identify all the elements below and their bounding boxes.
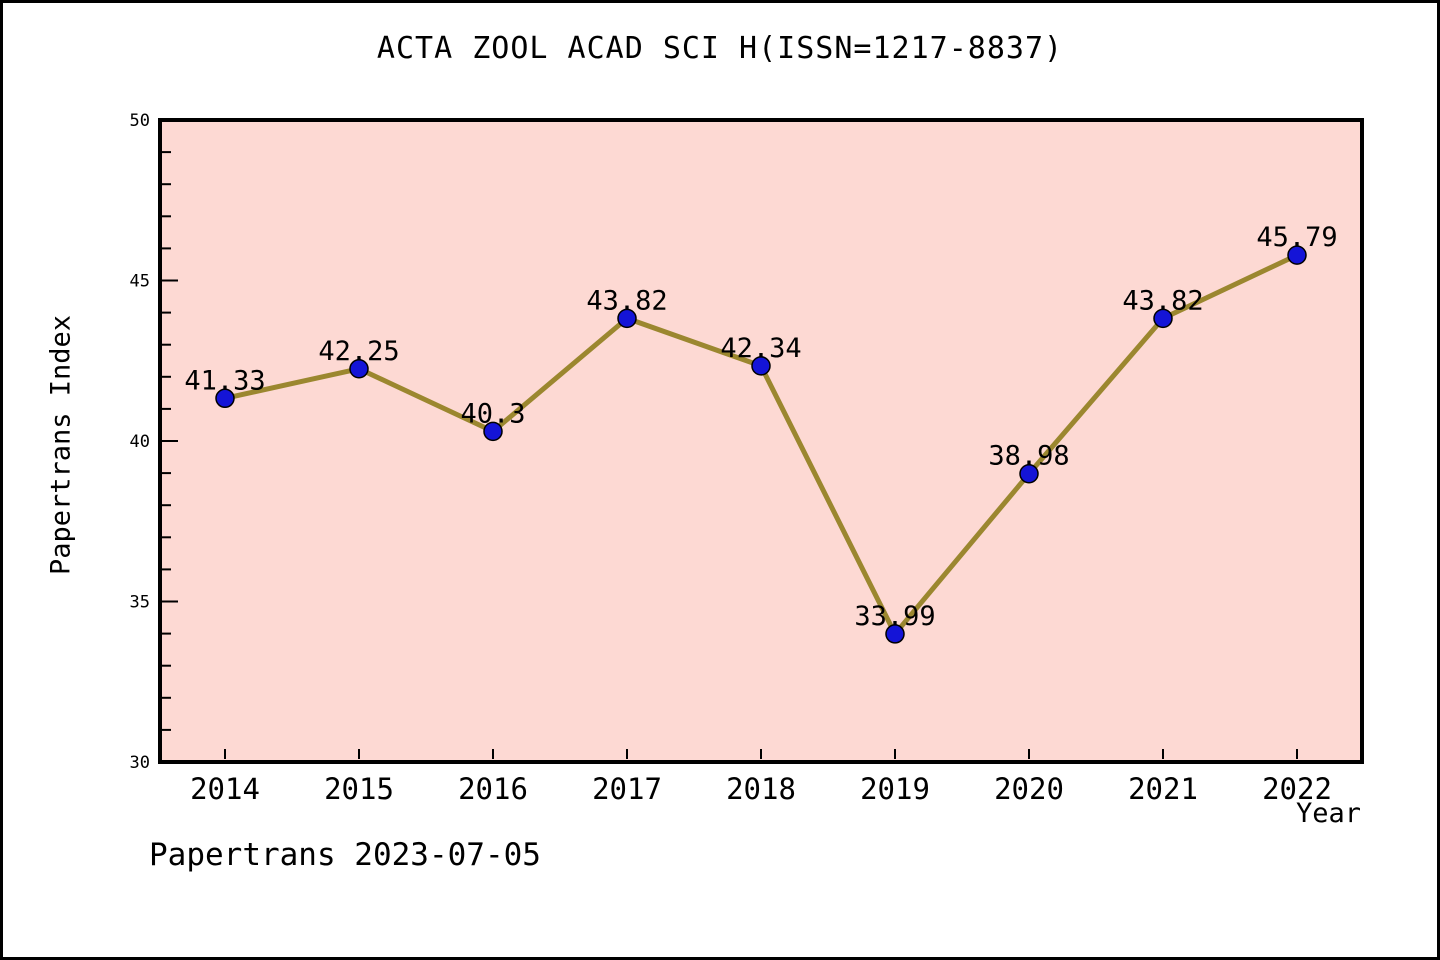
- data-point: [617, 308, 637, 329]
- x-tick-label: 2022: [1262, 772, 1332, 806]
- data-point: [349, 359, 369, 379]
- x-tick-label: 2018: [726, 772, 796, 806]
- line-chart-canvas: 30 35 40 45 50 2014 2015 2016 2017 2018 2019 2020 20…: [130, 111, 1364, 806]
- data-point: [885, 624, 905, 644]
- data-point: [1153, 308, 1173, 329]
- x-tick-label: 2020: [994, 772, 1064, 806]
- x-tick-label: 2014: [190, 772, 260, 806]
- x-tick-label: 2016: [458, 772, 528, 806]
- x-tick-label: 2021: [1128, 772, 1198, 806]
- x-tick-label: 2015: [324, 772, 394, 806]
- data-point: [483, 421, 503, 442]
- x-tick-label: 2019: [860, 772, 930, 806]
- y-tick-label: 35: [130, 593, 150, 613]
- x-tick-label: 2017: [592, 772, 662, 806]
- x-axis-label: Year: [1295, 798, 1361, 829]
- y-axis-label: Papertrans Index: [45, 314, 77, 576]
- plot-area: [158, 118, 1364, 764]
- chart-title: ACTA ZOOL ACAD SCI H(ISSN=1217-8837): [376, 31, 1064, 66]
- y-tick-label: 45: [130, 272, 150, 292]
- watermark-text: Papertrans 2023-07-05: [149, 837, 541, 873]
- y-tick-label: 30: [130, 753, 150, 773]
- data-point: [751, 356, 771, 376]
- data-point: [1287, 245, 1307, 265]
- data-point: [1019, 463, 1039, 484]
- y-tick-label: 40: [130, 432, 150, 452]
- y-tick-label: 50: [130, 111, 150, 131]
- data-point: [215, 388, 235, 409]
